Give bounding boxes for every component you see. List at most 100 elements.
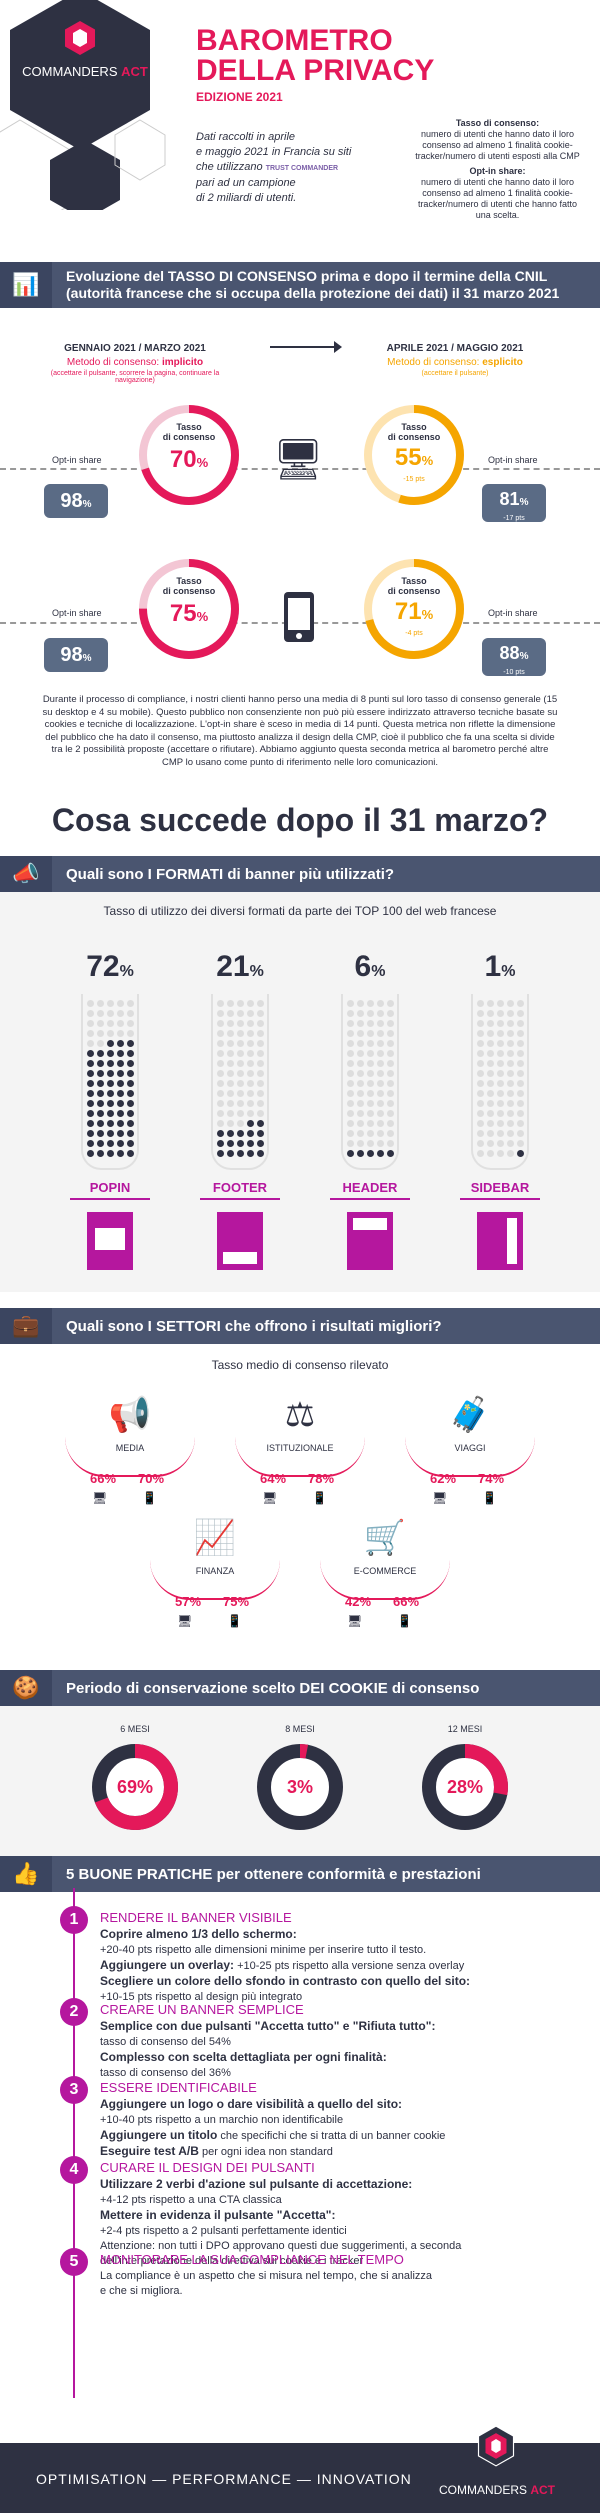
practice-line-text: +10-25 pts rispetto alla versione senza …: [234, 1960, 465, 1972]
format-dot: [116, 1140, 124, 1147]
practice-line-bold: Semplice con due pulsanti "Accetta tutto…: [100, 2019, 436, 2033]
format-value: 72%: [60, 950, 160, 984]
practice-text: Utilizzare 2 verbi d'azione sul pulsante…: [100, 2177, 520, 2269]
format-dot: [216, 1040, 224, 1047]
format-dot: [506, 1130, 514, 1137]
format-dot: [506, 1030, 514, 1037]
dashed-line: [0, 468, 600, 470]
format-dot: [506, 1020, 514, 1027]
optin-label-right: Opt-in share: [488, 608, 538, 618]
practice-title: CURARE IL DESIGN DEI PULSANTI: [100, 2160, 315, 2175]
format-dot: [356, 1010, 364, 1017]
format-dot: [256, 1150, 264, 1157]
format-dot: [256, 1140, 264, 1147]
mobile-after-ring: [364, 559, 464, 659]
practice-line-text: Attenzione: non tutti i DPO approvano qu…: [100, 2240, 462, 2252]
format-dot: [366, 1110, 374, 1117]
format-dot: [226, 1070, 234, 1077]
sector-arc: [150, 1560, 280, 1600]
format-dot: [346, 1000, 354, 1007]
format-dot: [376, 1020, 384, 1027]
practice-line-bold: Aggiungere un titolo: [100, 2128, 218, 2142]
mobile-before-optin: 98%: [44, 638, 108, 672]
format-dot: [386, 1090, 394, 1097]
mobile-before-label: Tasso di consenso: [162, 576, 216, 596]
format-dot: [246, 1060, 254, 1067]
format-dot: [236, 1110, 244, 1117]
sector-name: FINANZA: [195, 1566, 235, 1576]
mobile-after-delta: -4 pts: [405, 630, 423, 637]
format-dot: [476, 1080, 484, 1087]
format-dot: [256, 1060, 264, 1067]
format-dot: [486, 1020, 494, 1027]
practice-title: MONITORARE LA SUA COMPLIANCE NEL TEMPO: [100, 2252, 404, 2267]
format-dot: [226, 1000, 234, 1007]
format-dot: [106, 1070, 114, 1077]
cookie-ring: [422, 1744, 508, 1830]
format-dot: [376, 1030, 384, 1037]
optin-label-left: Opt-in share: [52, 455, 102, 465]
format-dot: [346, 1140, 354, 1147]
sector-name: ISTITUZIONALE: [266, 1443, 334, 1453]
format-dot: [476, 1130, 484, 1137]
format-dot: [476, 1110, 484, 1117]
format-dot: [106, 1130, 114, 1137]
format-dot: [256, 1040, 264, 1047]
practice-line-text: e che si migliora.: [100, 2285, 183, 2297]
format-dot: [96, 1030, 104, 1037]
format-dot: [506, 1090, 514, 1097]
cookie-period: 6 MESI: [120, 1724, 150, 1734]
practice-line-bold: Aggiungere un overlay:: [100, 1958, 235, 1972]
format-dot: [506, 1040, 514, 1047]
hexagon-decoration: [0, 0, 166, 210]
mobile-after-label: Tasso di consenso: [387, 576, 441, 596]
practice-line-text: +4-12 pts rispetto a una CTA classica: [100, 2194, 282, 2206]
format-dot: [476, 1010, 484, 1017]
format-dot: [106, 1090, 114, 1097]
format-dot: [506, 1070, 514, 1077]
brand-logo-icon: [65, 21, 95, 55]
sector-icon: 🛒: [363, 1519, 407, 1557]
practice-line: tasso di consenso del 54%: [100, 2035, 520, 2050]
practice-line-text: per ogni idea non standard: [198, 2146, 333, 2158]
format-dot: [506, 1080, 514, 1087]
format-dot: [126, 1140, 134, 1147]
smartphone-icon: [284, 592, 314, 642]
format-dot: [346, 1020, 354, 1027]
practice-line: e che si migliora.: [100, 2284, 520, 2299]
format-value-number: 6: [354, 950, 372, 983]
format-dot: [236, 1060, 244, 1067]
format-dot: [506, 1150, 514, 1157]
format-dot: [506, 1010, 514, 1017]
format-dot: [346, 1010, 354, 1017]
format-dot: [86, 1130, 94, 1137]
briefcase-icon: 💼: [0, 1308, 52, 1344]
format-dot: [356, 1100, 364, 1107]
sector-desktop-value: 64%: [260, 1471, 287, 1486]
format-dot: [366, 1040, 374, 1047]
intro-text: Dati raccolti in aprile e maggio 2021 in…: [196, 131, 352, 204]
format-dot: [236, 1010, 244, 1017]
format-dot: [346, 1100, 354, 1107]
desktop-after-rate: 55%: [394, 444, 434, 471]
cookie-ring: [92, 1744, 178, 1830]
footer-brand: COMMANDERS ACT: [438, 2483, 556, 2497]
practice-title: ESSERE IDENTIFICABILE: [100, 2080, 257, 2095]
format-dot: [116, 1000, 124, 1007]
format-dot: [346, 1130, 354, 1137]
practice-number: 5: [60, 2248, 88, 2276]
practice-line-text: che specifichi che si tratta di un banne…: [217, 2130, 446, 2142]
format-dot: [376, 1110, 384, 1117]
practice-line: tasso di consenso del 36%: [100, 2066, 520, 2081]
format-preview-icon: [477, 1212, 523, 1270]
desktop-after-optin: 81% -17 pts: [482, 484, 546, 522]
format-dot: [256, 1110, 264, 1117]
practice-line-bold: Aggiungere un logo o dare visibilità a q…: [100, 2097, 403, 2111]
practice-title: RENDERE IL BANNER VISIBILE: [100, 1910, 292, 1925]
format-dot: [126, 1020, 134, 1027]
format-value-pct: %: [371, 963, 386, 980]
practice-line: Mettere in evidenza il pulsante "Accetta…: [100, 2208, 520, 2224]
format-dot: [366, 1130, 374, 1137]
format-value-pct: %: [249, 963, 264, 980]
cookie-ring: [257, 1744, 343, 1830]
